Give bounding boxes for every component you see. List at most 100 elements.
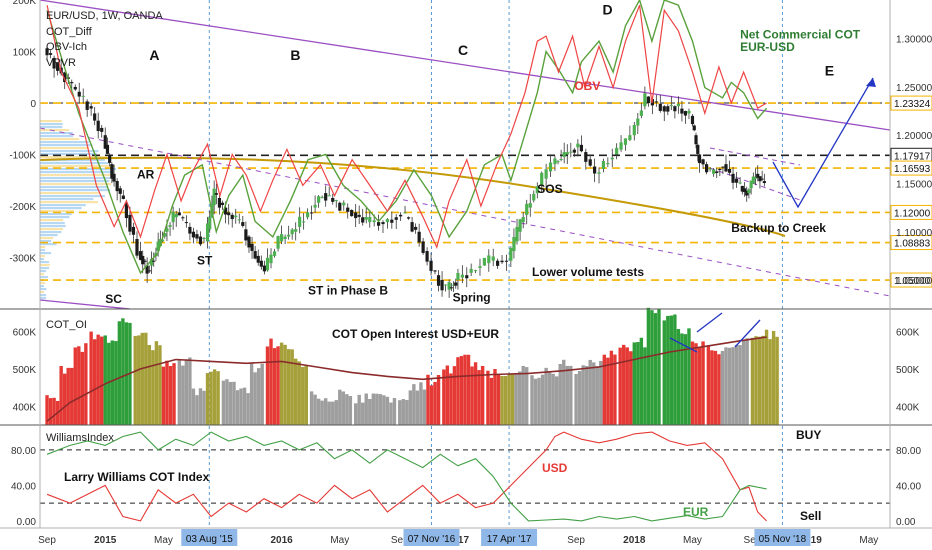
- cot-oi-bar: [610, 351, 613, 425]
- cot-oi-bar: [155, 341, 158, 425]
- candle-body: [241, 222, 244, 226]
- cot-oi-bar: [192, 389, 195, 425]
- candle-body: [178, 212, 181, 215]
- volume-profile-bar: [40, 273, 44, 275]
- chart-symbol-title[interactable]: EUR/USD, 1W, OANDA: [46, 10, 163, 22]
- candle-body: [280, 234, 283, 241]
- price-axis-tick-0: 1.05000: [896, 276, 932, 287]
- time-axis-tick-1: 2015: [94, 535, 117, 546]
- williams-index-title[interactable]: WilliamsIndex: [46, 432, 114, 444]
- cot-oi-bar: [430, 385, 433, 425]
- time-axis-tick-7: Sep: [567, 535, 585, 546]
- cot-oi-bar: [298, 361, 301, 425]
- price-level-label-3: 1.12000: [894, 208, 931, 219]
- candle-body: [643, 93, 646, 106]
- cot-oi-bar: [666, 316, 669, 425]
- indicator-label-obv-ich[interactable]: OBV-Ich: [46, 41, 87, 53]
- volume-profile-bar: [40, 264, 50, 266]
- annotation-13: OBV: [574, 79, 600, 93]
- volume-profile-bar: [40, 249, 45, 251]
- candle-body: [597, 172, 600, 173]
- volume-profile-bar: [40, 276, 48, 278]
- cot-oi-bar: [338, 390, 341, 425]
- cot-oi-bar: [151, 350, 154, 425]
- cot-oi-bar: [305, 365, 308, 425]
- candle-body: [573, 150, 576, 153]
- candle-body: [684, 111, 687, 116]
- candle-body: [90, 106, 93, 108]
- cot-oi-bar: [222, 381, 225, 425]
- cot-oi-bar: [636, 342, 639, 425]
- cot-oi-bar: [622, 345, 625, 425]
- cot-oi-bar: [409, 390, 412, 425]
- highlight-date-label-1: 07 Nov '16: [408, 534, 456, 545]
- time-axis-tick-4: May: [330, 535, 349, 546]
- candle-body: [254, 251, 257, 258]
- candle-body: [407, 217, 410, 218]
- cot-oi-bar: [626, 347, 629, 425]
- candle-body: [450, 287, 453, 288]
- candle-body: [250, 244, 253, 251]
- cot-oi-bar: [596, 366, 599, 425]
- cot-oi-bar: [714, 351, 717, 425]
- indicator-label-vpvr[interactable]: VPVR: [46, 57, 76, 69]
- volume-profile-bar: [40, 288, 46, 290]
- candle-body: [425, 251, 428, 262]
- cot-oi-bar: [643, 347, 646, 425]
- cot-oi-bar: [684, 334, 687, 425]
- cot-oi-bar: [412, 384, 415, 425]
- candle-body: [429, 261, 432, 271]
- cot-oi-bar: [717, 354, 720, 425]
- annotation-10: Lower volume tests: [532, 265, 644, 279]
- cot-oi-bar: [698, 347, 701, 425]
- candle-body: [49, 53, 52, 55]
- time-axis-tick-0: Sep: [38, 535, 56, 546]
- volume-profile-bar: [40, 228, 63, 230]
- annotation-4: E: [825, 62, 834, 78]
- cot-oi-bar: [365, 394, 368, 425]
- cot-oi-bar: [745, 338, 748, 425]
- candle-body: [368, 217, 371, 222]
- volume-profile-bar: [40, 189, 110, 191]
- candle-body: [298, 217, 301, 227]
- volume-profile-bar: [40, 213, 72, 215]
- volume-profile-bar: [40, 177, 110, 179]
- cot-oi-bar: [169, 366, 172, 425]
- indicator-label-cot-diff[interactable]: COT_Diff: [46, 26, 93, 38]
- candle-body: [487, 255, 490, 263]
- candle-body: [122, 196, 125, 199]
- candle-body: [724, 164, 727, 171]
- cot-oi-bar: [320, 401, 323, 425]
- candle-body: [381, 222, 384, 224]
- time-axis-tick-2: May: [154, 535, 173, 546]
- cot-oi-bar: [84, 343, 87, 425]
- cot-oi-bar: [521, 366, 524, 425]
- cot-oi-bar: [246, 393, 249, 425]
- cot-oi-bar: [178, 359, 181, 425]
- cot-oi-bar: [772, 331, 775, 425]
- candle-body: [677, 104, 680, 106]
- cot-oi-bar: [486, 371, 489, 425]
- candle-body: [202, 238, 205, 239]
- left-axis-tick-5: -300K: [9, 254, 36, 265]
- candle-body: [350, 210, 353, 216]
- cot-oi-title[interactable]: COT_OI: [46, 319, 87, 331]
- candle-body: [640, 111, 643, 116]
- time-axis-tick-8: 2018: [623, 535, 646, 546]
- candle-body: [512, 237, 515, 251]
- cot-oi-bar: [134, 336, 137, 425]
- annotation-9: Spring: [453, 290, 491, 304]
- volume-profile-bar: [40, 237, 53, 239]
- oi-left-tick-0: 600K: [13, 327, 37, 338]
- cot-oi-bar: [541, 375, 544, 425]
- cot-oi-bar: [398, 400, 401, 425]
- cot-oi-bar: [514, 374, 517, 425]
- candle-body: [515, 227, 518, 241]
- volume-profile-bar: [40, 192, 99, 194]
- candle-body: [218, 198, 221, 208]
- cot-oi-bar: [313, 395, 316, 425]
- cot-oi-bar: [317, 399, 320, 425]
- cot-oi-bar: [382, 395, 385, 425]
- cot-oi-bar: [402, 399, 405, 425]
- candle-body: [238, 219, 241, 220]
